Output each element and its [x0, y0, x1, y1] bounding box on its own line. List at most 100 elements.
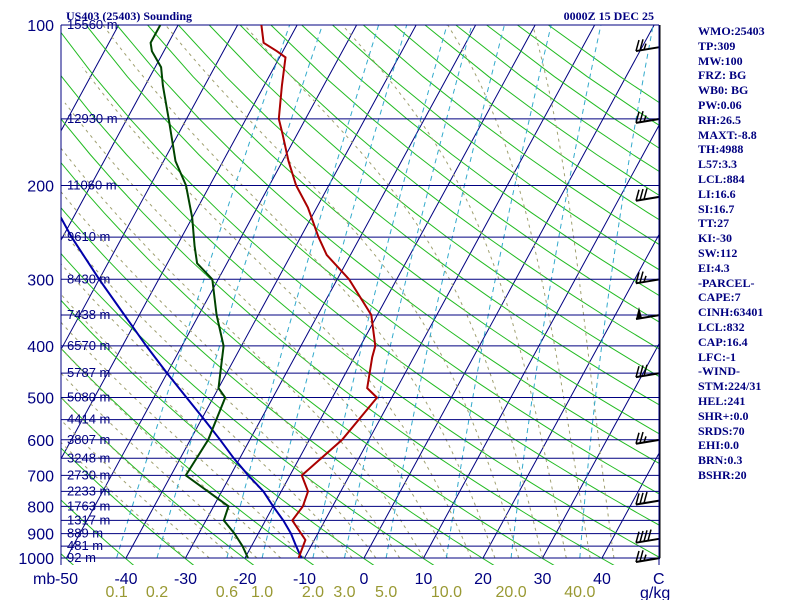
stat-item: -PARCEL- [698, 275, 755, 290]
wind-barb-half-feather [643, 115, 647, 122]
temperature-unit-label: C [653, 571, 665, 588]
height-label: 11060 m [67, 177, 117, 192]
temperature-profile-line [260, 25, 379, 559]
moist-adiabat-line [61, 190, 401, 559]
temperature-tick-label: 0 [360, 571, 369, 588]
wind-barb [635, 271, 661, 285]
height-label: 1317 m [67, 512, 110, 527]
stat-item: SRDS:70 [698, 423, 745, 438]
dry-adiabat-line [61, 252, 435, 565]
isotherm-line [601, 452, 659, 559]
wind-barb-feather [635, 432, 640, 444]
mixing-ratio-tick-label: 3.0 [333, 584, 355, 600]
stat-item: FRZ: BG [698, 68, 747, 83]
wind-barb-staff [635, 195, 661, 202]
wind-barb-feather [643, 491, 648, 504]
mixing-ratio-tick-label: 1.0 [251, 584, 273, 600]
dry-adiabat-line [61, 299, 375, 565]
wind-barb [635, 188, 661, 202]
moist-adiabat-line [61, 396, 234, 559]
isotherm-line [125, 25, 417, 559]
isotherm-line [542, 342, 659, 559]
stat-item: SW:112 [698, 245, 738, 260]
height-label: 8430 m [67, 271, 110, 286]
stat-item: CAPE:7 [698, 290, 741, 305]
stat-item: PW:0.06 [698, 97, 742, 112]
stat-item: L57:3.3 [698, 157, 737, 172]
stat-item: MAXT:-8.8 [698, 127, 757, 142]
pressure-label: 500 [27, 391, 54, 408]
isotherm-line [61, 25, 120, 132]
height-label: 6570 m [67, 338, 110, 353]
dry-adiabat-line [61, 207, 495, 565]
dewpoint-profile-line [149, 25, 249, 559]
wind-barb-staff [635, 46, 661, 53]
wind-barb [635, 364, 661, 379]
wind-barb-feather [635, 111, 640, 124]
wind-barb [635, 110, 661, 124]
dry-adiabat-line [147, 25, 659, 435]
isotherm-line [61, 25, 298, 460]
height-label: 3248 m [67, 450, 110, 465]
pressure-label: 600 [27, 433, 54, 450]
wind-barb-feather [639, 39, 644, 51]
mixing-ratio-tick-label: 0.6 [216, 584, 238, 600]
moist-adiabat-line [64, 102, 448, 559]
wind-barb-feather [639, 188, 644, 201]
height-label: 889 m [67, 526, 103, 541]
pressure-label: 1000 [18, 551, 54, 568]
dry-adiabat-line [332, 25, 659, 271]
moist-adiabat-line [61, 321, 305, 559]
wind-barb-feather [639, 530, 644, 543]
isotherm-lines [61, 25, 659, 559]
height-label: 9610 m [67, 229, 110, 244]
dry-adiabat-line [178, 25, 659, 406]
temperature-tick-label: 20 [474, 571, 492, 588]
stat-item: LFC:-1 [698, 349, 736, 364]
isotherm-line [185, 25, 477, 559]
wind-barb-staff [635, 499, 661, 506]
height-labels: 15560 m 12930 m 11060 m 9610 m 8430 m 7438 m 6… [67, 17, 118, 565]
moist-adiabat-line [61, 372, 258, 559]
stat-item: SHR+:0.0 [698, 408, 749, 423]
moist-adiabat-line [61, 293, 329, 559]
wind-barb-feather [635, 39, 640, 52]
stat-item: SI:16.7 [698, 201, 735, 216]
wind-barb-feather [643, 364, 648, 376]
mixing-ratio-unit-label: g/kg [640, 585, 670, 600]
wind-barb-feather [635, 531, 640, 543]
stat-item: KI:-30 [698, 231, 732, 246]
stat-item: MW:100 [698, 53, 743, 68]
height-label: 7438 m [67, 307, 110, 322]
mixing-ratio-tick-label: 20.0 [496, 584, 527, 600]
isotherm-line [423, 124, 659, 559]
dry-adiabat-line [61, 347, 315, 565]
temperature-tick-label: 40 [593, 571, 611, 588]
stat-item: LI:16.6 [698, 186, 736, 201]
temperature-tick-label: 10 [415, 571, 433, 588]
moist-adiabat-line [61, 419, 210, 559]
wind-barb-feather [647, 529, 652, 541]
wind-barb-staff [635, 278, 661, 285]
wind-barb-feather [635, 365, 640, 378]
stability-indices-panel: WMO:25403 TP:309 MW:100 FRZ: BG WB0: BG PW:0.… [698, 24, 798, 483]
stat-item: HEL:241 [698, 393, 746, 408]
wind-barb [635, 491, 661, 506]
dry-adiabat-line [61, 118, 615, 565]
dry-adiabat-line [301, 25, 659, 297]
dry-adiabat-lines [61, 25, 659, 565]
pressure-unit-label: mb [33, 571, 55, 588]
wind-barb [635, 550, 661, 563]
pressure-label: 800 [27, 499, 54, 516]
height-label: 4414 m [67, 412, 110, 427]
temperature-tick-label: -30 [174, 571, 197, 588]
mixing-ratio-tick-label: 2.0 [302, 584, 324, 600]
temperature-tick-label: -10 [293, 571, 316, 588]
mixing-ratio-tick-label: 10.0 [431, 584, 462, 600]
chart-title-right: 0000Z 15 DEC 25 [564, 9, 654, 23]
wind-barb-staff [635, 372, 661, 379]
stat-item: TT:27 [698, 216, 730, 231]
pressure-label: 900 [27, 527, 54, 544]
sounding-profiles [61, 25, 379, 559]
height-label: 92 m [67, 550, 96, 565]
